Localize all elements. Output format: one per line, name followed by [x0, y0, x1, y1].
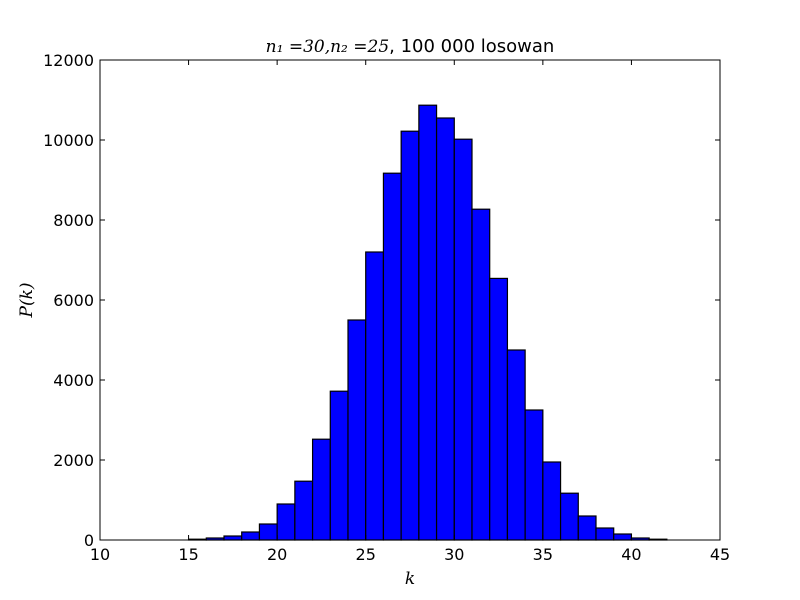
- y-tick-label: 10000: [43, 131, 94, 150]
- y-axis-label: P(k): [17, 282, 37, 318]
- y-tick-label: 6000: [53, 291, 94, 310]
- histogram-bar: [241, 531, 261, 541]
- histogram-bar: [418, 104, 438, 541]
- histogram-bar: [506, 349, 526, 541]
- histogram-bar: [471, 208, 491, 541]
- x-tick-label: 20: [267, 545, 287, 564]
- x-tick-label: 30: [444, 545, 464, 564]
- y-tick-label: 4000: [53, 371, 94, 390]
- histogram-bar: [400, 130, 420, 541]
- y-tick-label: 8000: [53, 211, 94, 230]
- x-tick-label: 15: [178, 545, 198, 564]
- x-tick-label: 35: [533, 545, 553, 564]
- histogram-bar: [577, 515, 597, 541]
- y-tick-label: 0: [84, 531, 94, 550]
- histogram-bar: [329, 390, 349, 541]
- chart-title-math: n₁ =30,n₂ =25: [266, 37, 390, 57]
- histogram-bar: [613, 533, 633, 541]
- histogram-bar: [258, 523, 278, 541]
- x-axis-label: k: [405, 569, 415, 589]
- histogram-bar: [524, 409, 544, 541]
- histogram-bar: [365, 251, 385, 541]
- y-tick-label: 12000: [43, 51, 94, 70]
- histogram-bar: [382, 172, 402, 541]
- histogram-bar: [489, 277, 509, 541]
- histogram-bar: [435, 117, 455, 541]
- chart-title-text: , 100 000 losowan: [389, 36, 554, 57]
- histogram-bar: [223, 535, 243, 541]
- histogram-bar: [294, 480, 314, 541]
- histogram-bar: [595, 527, 615, 541]
- x-tick-label: 40: [621, 545, 641, 564]
- chart-title: n₁ =30,n₂ =25, 100 000 losowan: [266, 36, 555, 57]
- y-tick-label: 2000: [53, 451, 94, 470]
- x-tick-label: 45: [710, 545, 730, 564]
- histogram-bar: [276, 503, 296, 541]
- histogram-bar: [542, 461, 562, 541]
- histogram-bar: [453, 138, 473, 541]
- x-tick-label: 10: [90, 545, 110, 564]
- histogram-bar: [559, 492, 579, 541]
- histogram-bar: [311, 438, 331, 541]
- x-tick-label: 25: [356, 545, 376, 564]
- histogram-bar: [347, 319, 367, 541]
